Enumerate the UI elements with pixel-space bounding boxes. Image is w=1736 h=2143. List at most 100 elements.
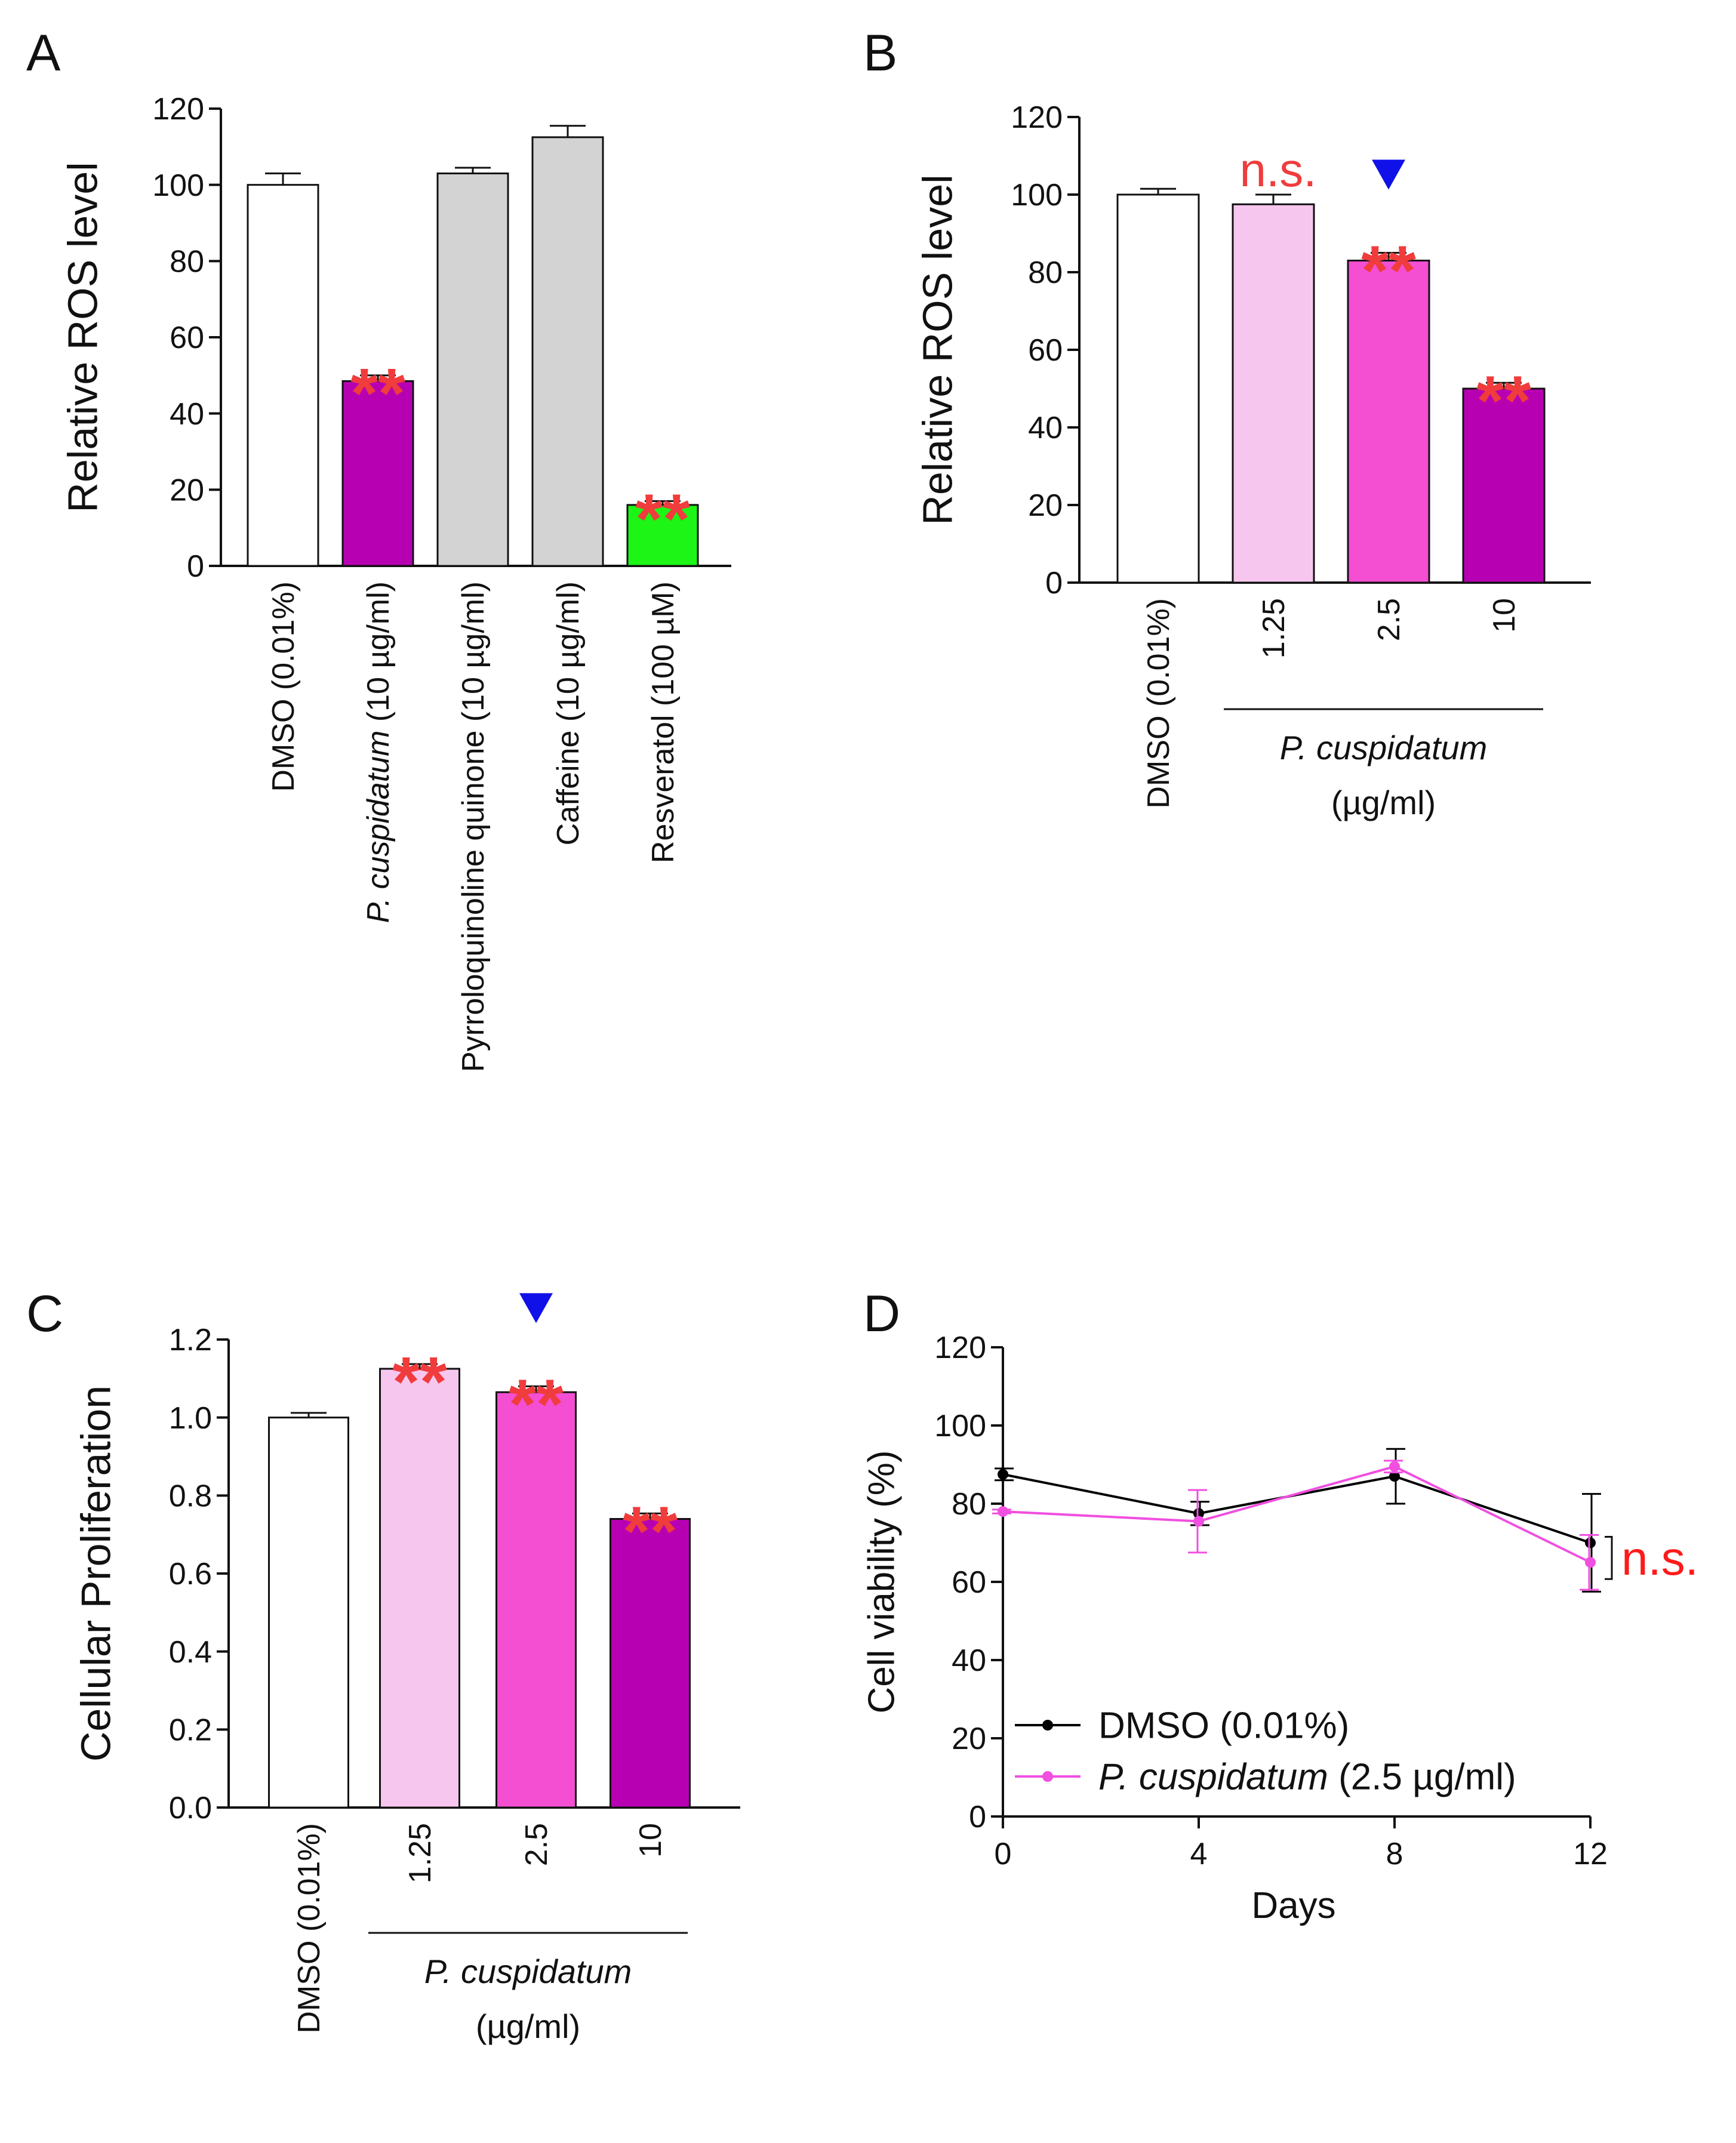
legend-marker — [1042, 1771, 1053, 1782]
panel-letter: C — [26, 1285, 63, 1343]
category-text: DMSO (0.01%) — [292, 1823, 327, 2034]
category-text: (10 µg/ml) — [361, 581, 396, 731]
y-tick-label: 0 — [969, 1800, 986, 1834]
significance-stars: ** — [623, 1492, 678, 1571]
group-label-units: (µg/ml) — [1331, 784, 1436, 821]
category-text: DMSO (0.01%) — [266, 581, 301, 792]
y-tick-label: 0.4 — [169, 1635, 212, 1670]
bar — [247, 184, 319, 567]
significance-stars: ** — [1361, 232, 1416, 310]
y-tick-label: 80 — [170, 245, 204, 279]
data-point — [1389, 1461, 1400, 1472]
data-point — [1585, 1557, 1596, 1568]
y-tick-label: 20 — [952, 1722, 986, 1756]
bar — [1462, 387, 1546, 584]
significance-stars: ** — [635, 479, 690, 558]
category-label: 1.25 — [1257, 598, 1291, 658]
legend-italic: P. cuspidatum — [1098, 1757, 1328, 1798]
x-tick-label: 4 — [1190, 1837, 1208, 1871]
bar — [610, 1518, 691, 1809]
series-line — [1002, 1473, 1591, 1544]
panel-letter: D — [863, 1285, 900, 1343]
legend-marker — [1042, 1720, 1053, 1731]
panel-d: D Cell viability (%) 0 20 40 60 80 100 120 0 4 8 12 D… — [861, 1285, 1698, 1926]
triangle-marker-icon — [1372, 159, 1405, 190]
y-axis-label: Relative ROS level — [915, 174, 961, 525]
bar — [1347, 260, 1430, 584]
category-text: 10 — [633, 1823, 668, 1858]
data-point — [998, 1506, 1008, 1517]
y-tick-label: 1.0 — [169, 1401, 212, 1436]
y-tick-label: 0.6 — [169, 1557, 212, 1591]
y-tick-label: 0.0 — [169, 1791, 212, 1825]
y-tick-label: 60 — [1028, 333, 1063, 368]
y-axis-label: Cell viability (%) — [861, 1451, 903, 1714]
y-tick-label: 120 — [934, 1331, 986, 1365]
category-label: Caffeine (10 µg/ml) — [551, 581, 586, 845]
panel-a: A Relative ROS level 0 20 40 60 80 100 120 DMSO (… — [26, 24, 731, 1072]
category-text: 1.25 — [1257, 598, 1291, 658]
category-text: 1.25 — [403, 1823, 438, 1883]
bar — [379, 1368, 460, 1809]
x-tick-label: 8 — [1386, 1837, 1403, 1871]
y-tick-label: 80 — [952, 1487, 986, 1522]
y-tick-label: 0.8 — [169, 1479, 212, 1514]
category-label: 2.5 — [1372, 598, 1406, 641]
group-label-units: (µg/ml) — [476, 2007, 580, 2045]
y-axis-label: Relative ROS level — [60, 162, 106, 512]
category-label: Pyrroloquinoline quinone (10 µg/ml) — [456, 581, 491, 1072]
category-text: 2.5 — [519, 1823, 554, 1866]
bar — [268, 1417, 349, 1809]
y-tick-label: 1.2 — [169, 1323, 212, 1357]
significance-stars: ** — [350, 354, 405, 433]
legend-text: (2.5 µg/ml) — [1328, 1757, 1516, 1798]
not-significant-label: n.s. — [1621, 1532, 1698, 1585]
significance-stars: ** — [392, 1343, 447, 1421]
bar — [341, 380, 414, 567]
x-tick-label: 12 — [1573, 1837, 1608, 1871]
y-tick-label: 40 — [952, 1643, 986, 1678]
category-text: 2.5 — [1372, 598, 1406, 641]
y-tick-label: 120 — [152, 92, 204, 127]
significance-stars: ** — [1476, 361, 1531, 440]
series-line — [1002, 1465, 1591, 1564]
bar — [436, 173, 509, 567]
category-label: DMSO (0.01%) — [1141, 598, 1176, 809]
category-label: 10 — [1487, 598, 1522, 633]
category-text: DMSO (0.01%) — [1141, 598, 1176, 809]
category-text: 10 — [1487, 598, 1522, 633]
panel-letter: B — [863, 24, 897, 82]
x-axis-label: Days — [1251, 1885, 1335, 1926]
data-point — [1193, 1516, 1204, 1527]
legend-text: DMSO (0.01%) — [1098, 1705, 1349, 1747]
y-tick-label: 60 — [170, 321, 204, 355]
bar — [531, 136, 604, 567]
category-label: P. cuspidatum (10 µg/ml) — [361, 581, 396, 923]
bar — [1232, 203, 1315, 584]
y-tick-label: 100 — [1011, 178, 1063, 213]
group-label-italic: P. cuspidatum — [424, 1953, 632, 1990]
triangle-marker-icon — [519, 1293, 553, 1323]
y-tick-label: 0 — [187, 549, 204, 584]
category-label: 2.5 — [519, 1823, 554, 1866]
y-tick-label: 40 — [1028, 411, 1063, 445]
bar — [495, 1391, 577, 1809]
not-significant-label: n.s. — [1240, 143, 1317, 196]
y-axis-label: Cellular Proliferation — [73, 1385, 119, 1762]
category-label: 10 — [633, 1823, 668, 1858]
category-label: 1.25 — [403, 1823, 438, 1883]
bar — [1116, 193, 1200, 584]
x-tick-label: 0 — [995, 1837, 1012, 1871]
y-tick-label: 0.2 — [169, 1713, 212, 1748]
y-tick-label: 80 — [1028, 255, 1063, 290]
category-text: Resveratol (100 µM) — [646, 581, 681, 863]
y-tick-label: 20 — [170, 473, 204, 508]
panel-b: B Relative ROS level 0 20 40 60 80 100 120 DMSO (… — [863, 24, 1591, 821]
category-label: DMSO (0.01%) — [266, 581, 301, 792]
category-italic: P. cuspidatum — [361, 731, 396, 923]
category-text: Pyrroloquinoline quinone (10 µg/ml) — [456, 581, 491, 1072]
legend-label: P. cuspidatum (2.5 µg/ml) — [1098, 1757, 1516, 1798]
category-label: Resveratol (100 µM) — [646, 581, 681, 863]
